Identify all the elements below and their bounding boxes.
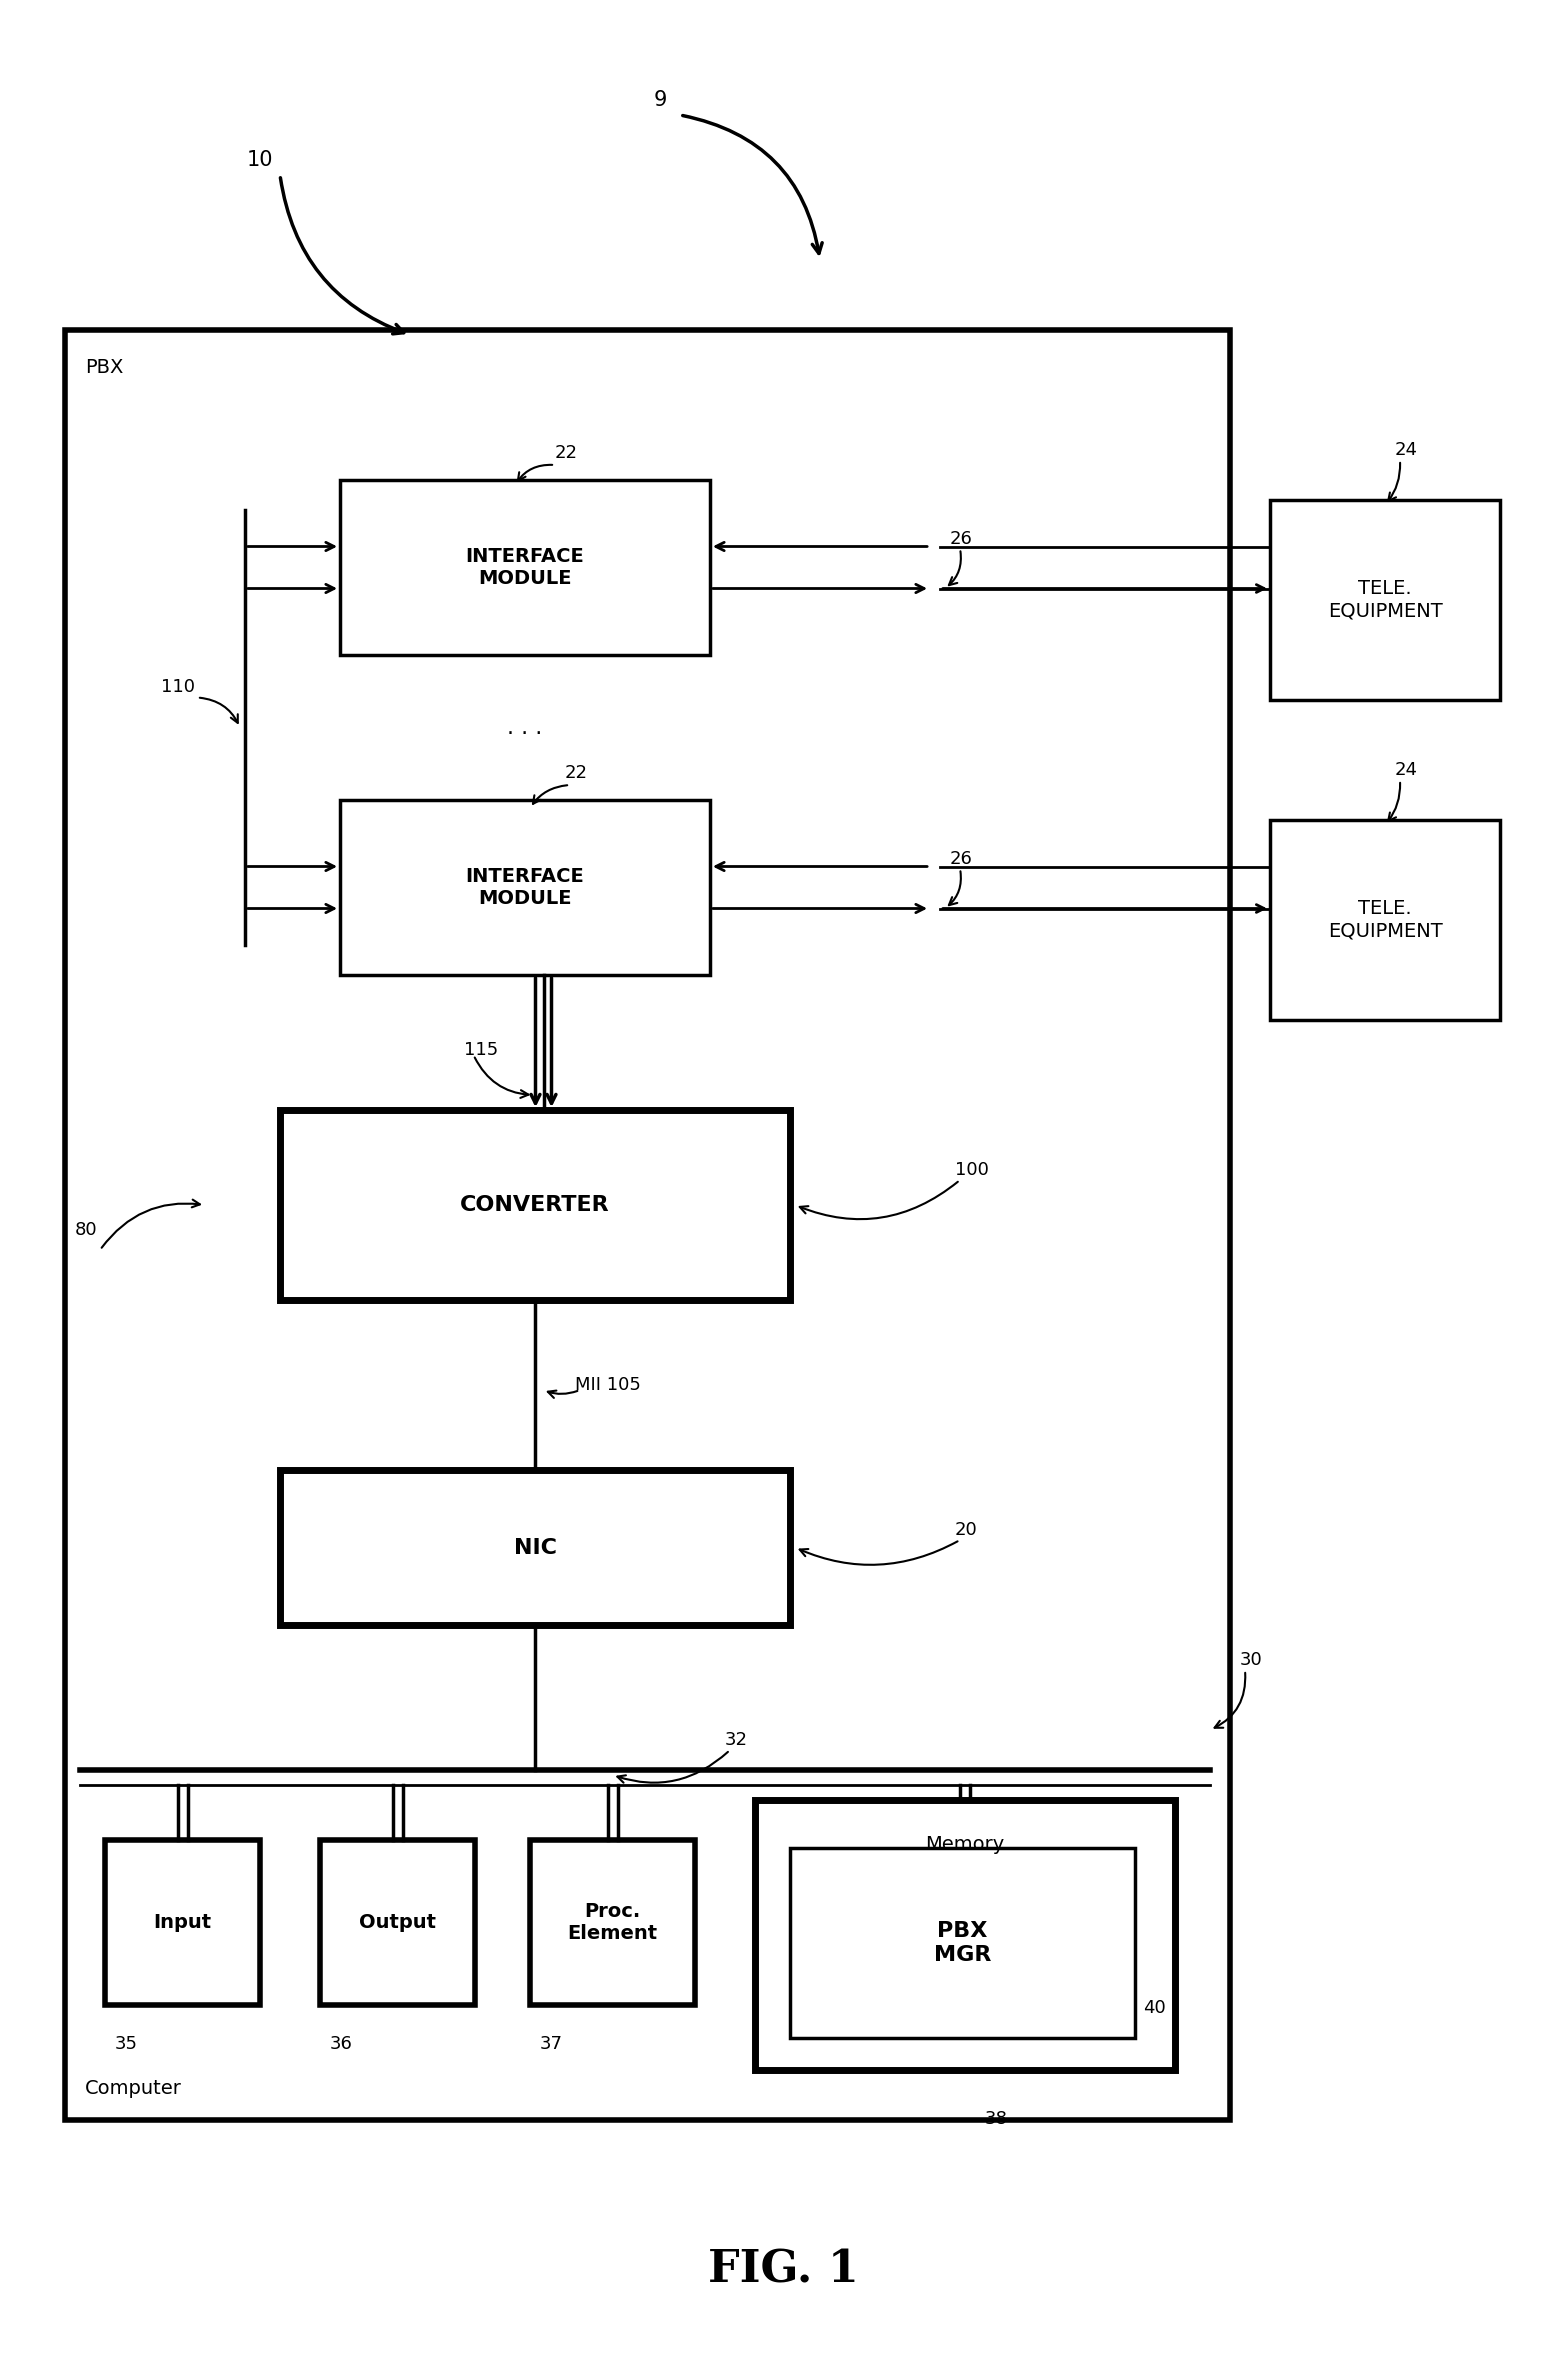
Bar — [1270, 501, 1500, 699]
Text: Output: Output — [359, 1913, 435, 1932]
Bar — [529, 1840, 695, 2005]
Bar — [105, 1840, 260, 2005]
Text: PBX
MGR: PBX MGR — [933, 1920, 991, 1965]
Text: 32: 32 — [725, 1731, 749, 1748]
Text: 9: 9 — [653, 90, 667, 111]
Text: 30: 30 — [1240, 1651, 1262, 1670]
Text: TELE.
EQUIPMENT: TELE. EQUIPMENT — [1328, 579, 1442, 621]
Text: Proc.
Element: Proc. Element — [567, 1901, 658, 1944]
Bar — [66, 331, 1229, 2121]
Bar — [1270, 820, 1500, 1020]
Text: 100: 100 — [955, 1162, 988, 1179]
Text: 20: 20 — [955, 1521, 977, 1540]
Text: 38: 38 — [985, 2109, 1009, 2128]
Text: 24: 24 — [1395, 761, 1417, 779]
Text: TELE.
EQUIPMENT: TELE. EQUIPMENT — [1328, 900, 1442, 940]
Bar — [340, 801, 709, 976]
Text: 35: 35 — [114, 2036, 138, 2053]
Text: INTERFACE
MODULE: INTERFACE MODULE — [465, 867, 584, 907]
Text: Memory: Memory — [926, 1835, 1005, 1854]
Text: CONVERTER: CONVERTER — [460, 1195, 609, 1214]
Bar — [789, 1847, 1135, 2038]
Text: Computer: Computer — [85, 2079, 182, 2097]
Text: 36: 36 — [330, 2036, 352, 2053]
Text: 80: 80 — [75, 1221, 97, 1240]
Text: . . .: . . . — [507, 718, 543, 737]
Bar — [70, 1720, 1220, 2109]
Text: 37: 37 — [540, 2036, 564, 2053]
Text: 40: 40 — [1143, 1998, 1165, 2017]
Text: MII 105: MII 105 — [575, 1377, 640, 1394]
Text: 110: 110 — [161, 678, 196, 697]
Bar — [755, 1800, 1174, 2069]
Bar — [280, 1469, 789, 1625]
Text: NIC: NIC — [514, 1538, 556, 1557]
Bar — [319, 1840, 474, 2005]
Text: 22: 22 — [565, 763, 587, 782]
Text: 115: 115 — [464, 1042, 498, 1058]
Text: 24: 24 — [1395, 442, 1417, 458]
Text: INTERFACE
MODULE: INTERFACE MODULE — [465, 548, 584, 588]
Text: 10: 10 — [247, 151, 272, 170]
Bar — [340, 479, 709, 654]
Bar — [280, 1110, 789, 1299]
Text: 26: 26 — [951, 850, 972, 867]
Text: Input: Input — [153, 1913, 211, 1932]
Text: 22: 22 — [554, 444, 578, 463]
Text: PBX: PBX — [85, 359, 124, 378]
Text: FIG. 1: FIG. 1 — [708, 2249, 858, 2291]
Bar — [210, 390, 940, 1890]
Text: 26: 26 — [951, 529, 972, 548]
